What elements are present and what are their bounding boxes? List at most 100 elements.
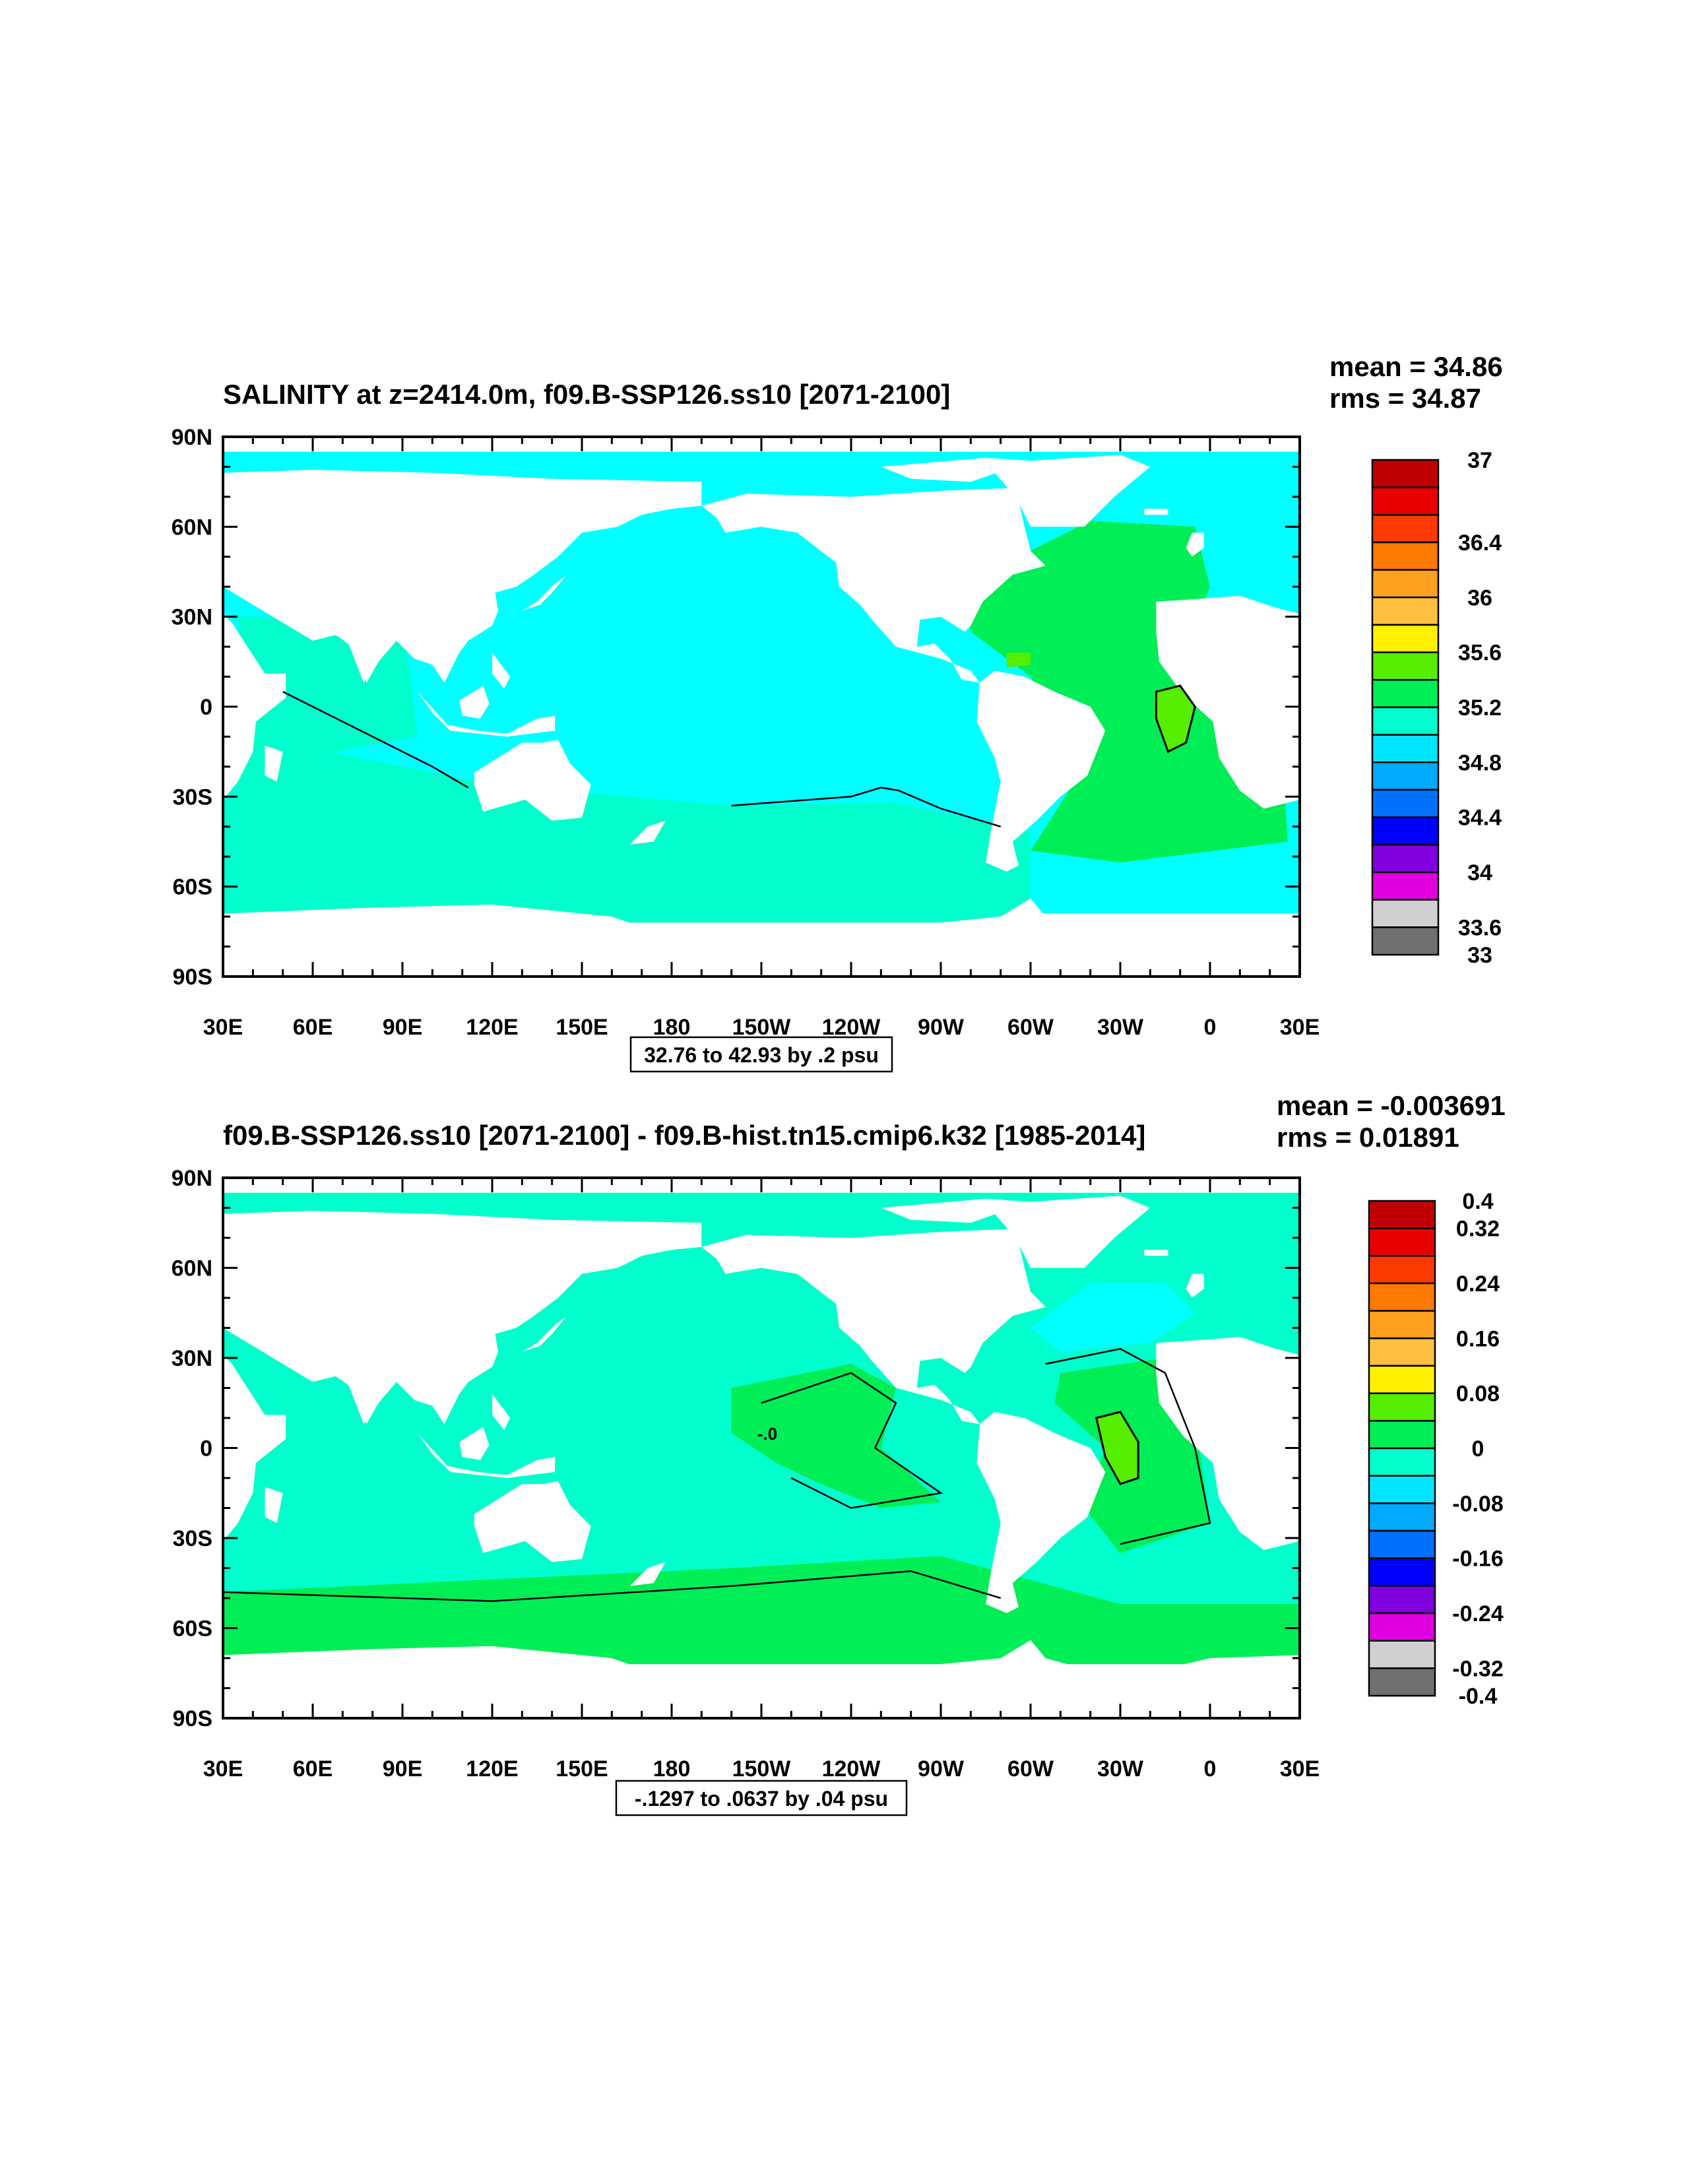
land-australia: [474, 740, 591, 821]
x-tick-label: 180: [653, 1015, 691, 1040]
panel-title: SALINITY at z=2414.0m, f09.B-SSP126.ss10…: [223, 379, 950, 410]
land-namerica: [701, 1229, 1046, 1425]
land-arcticland: [881, 1198, 1031, 1223]
colorbar-swatch: [1371, 679, 1440, 709]
colorbar-swatch: [1368, 1502, 1436, 1532]
x-tick-label: 0: [1204, 1756, 1217, 1782]
x-tick-label: 30W: [1097, 1756, 1144, 1782]
land-africa_e: [1156, 595, 1300, 809]
x-tick-label: 0: [1204, 1015, 1217, 1040]
y-tick-label: 60N: [172, 515, 212, 540]
colorbar-swatch: [1371, 816, 1440, 846]
contour-line-pacific: [731, 787, 1002, 827]
colorbar-swatch: [1371, 926, 1440, 956]
colorbar-label: 36.4: [1458, 530, 1502, 556]
colorbar-label: 0.16: [1456, 1326, 1500, 1351]
contour-info-box: [615, 1780, 908, 1816]
colorbar-label: -0.16: [1452, 1547, 1504, 1572]
y-tick-label: 30S: [173, 785, 213, 810]
x-tick-label: 90E: [383, 1015, 423, 1040]
x-tick-label: 120W: [822, 1015, 881, 1040]
southern-ocean-field: [223, 730, 1031, 923]
tick-marks: [222, 1176, 1301, 1719]
colorbar-label: 0: [1472, 1436, 1484, 1461]
mean-stat: mean = 34.86: [1329, 351, 1503, 382]
land-india: [331, 626, 394, 683]
x-tick-label: 120W: [822, 1756, 881, 1782]
x-tick-label: 30E: [1280, 1015, 1320, 1040]
x-tick-label: 60E: [293, 1756, 333, 1782]
y-tick-label: 60S: [173, 875, 213, 900]
colorbar-label: 37: [1467, 448, 1492, 473]
high-salinity-blob: [1155, 684, 1196, 754]
colorbar-swatch: [1371, 459, 1440, 488]
colorbar-swatch: [1371, 596, 1440, 626]
colorbar-label: -0.24: [1452, 1601, 1504, 1626]
colorbar-swatch: [1368, 1337, 1436, 1367]
contour-line-atlantic: [1045, 1347, 1211, 1545]
land-arcticland: [881, 457, 1031, 482]
colorbar-swatch: [1368, 1557, 1436, 1587]
colorbar-swatch: [1371, 788, 1440, 818]
y-tick-label: 90N: [172, 1166, 212, 1191]
x-tick-label: 120E: [466, 1756, 518, 1782]
colorbar-label: 36: [1467, 585, 1492, 610]
land-samerica: [976, 670, 1106, 872]
land-iceland: [1144, 509, 1168, 515]
colorbar-swatch: [1368, 1640, 1436, 1669]
map-panel-2: 30E 60E 90E 120E 150E 180 150W 120W 90W 60W 30W 0 30…: [172, 1090, 1506, 1816]
x-tick-label: 30E: [203, 1015, 243, 1040]
land-madag: [265, 1487, 283, 1524]
land-africa_w: [223, 614, 286, 800]
land-philippines: [492, 1394, 511, 1430]
land-antarctica: [223, 898, 1300, 977]
y-tick-label: 0: [200, 695, 212, 720]
y-tick-label: 30N: [172, 1346, 212, 1371]
colorbar-swatch: [1371, 569, 1440, 598]
colorbar-label: -0.32: [1452, 1656, 1504, 1681]
colorbar-swatch: [1368, 1227, 1436, 1257]
colorbar-swatch: [1368, 1475, 1436, 1504]
colorbar-label: 34: [1467, 860, 1492, 885]
colorbar-label: 35.6: [1458, 641, 1502, 666]
colorbar-swatch: [1368, 1667, 1436, 1697]
land-india: [331, 1366, 394, 1425]
pacific-positive-field: [731, 1364, 941, 1508]
map-panel-1: 30E 60E 90E 120E 150E 180 150W 120W 90W 60W 30W 0 30…: [172, 351, 1503, 1073]
colorbar-swatch: [1371, 651, 1440, 681]
x-tick-label: 150W: [732, 1015, 792, 1040]
land-indonesia: [417, 1432, 556, 1478]
y-tick-label: 60S: [173, 1617, 213, 1642]
north-atlantic-negative-field: [1031, 1283, 1195, 1352]
x-tick-label: 30E: [203, 1756, 243, 1782]
land-japan: [522, 575, 567, 611]
positive-anomaly-blob: [1095, 1411, 1139, 1485]
x-tick-label: 60W: [1007, 1015, 1054, 1040]
land-nz: [629, 820, 666, 845]
colorbar-label: 0.08: [1456, 1382, 1500, 1407]
map-area: [223, 1178, 1300, 1718]
y-tick-label: 30S: [173, 1526, 213, 1551]
colorbar-swatch: [1371, 871, 1440, 901]
contour-inline-label: -.0: [757, 1424, 777, 1444]
land-madag: [265, 746, 283, 782]
land-greenland: [994, 455, 1151, 527]
x-tick-label: 150E: [556, 1015, 608, 1040]
x-tick-label: 30W: [1097, 1015, 1144, 1040]
colorbar-swatch: [1368, 1200, 1436, 1229]
x-tick-label: 180: [653, 1756, 691, 1782]
caribbean-blob: [1006, 653, 1031, 668]
rms-stat: rms = 34.87: [1329, 383, 1481, 414]
contour-line-pacific: [761, 1372, 943, 1509]
land-iceland: [1144, 1250, 1168, 1256]
colorbar-label: 35.2: [1458, 695, 1502, 721]
colorbar-label: 0.4: [1462, 1189, 1493, 1214]
colorbar: 0.4 0.32 0.24 0.16 0.08 0 -0.08 -0.16 -0.24 -0.32…: [1368, 1189, 1504, 1709]
land-australia: [474, 1481, 591, 1562]
y-tick-label: 90S: [173, 965, 213, 990]
colorbar-swatch: [1371, 761, 1440, 791]
land-japan: [522, 1316, 567, 1352]
land-africa_e: [1156, 1337, 1300, 1551]
x-tick-label: 90W: [918, 1015, 965, 1040]
mean-stat: mean = -0.003691: [1277, 1090, 1506, 1121]
